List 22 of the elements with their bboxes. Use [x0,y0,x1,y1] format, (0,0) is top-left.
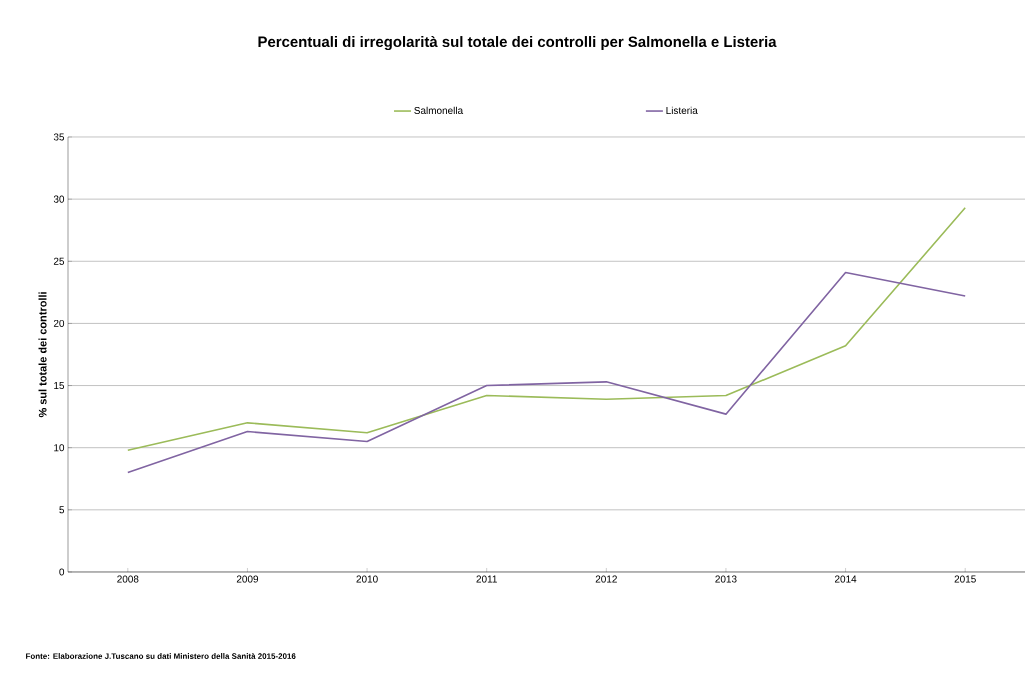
x-tick-label: 2008 [117,575,139,583]
x-tick-label: 2015 [954,575,976,583]
x-tick-label: 2011 [476,575,497,583]
y-tick-label: 0 [59,568,65,576]
y-tick-label: 15 [54,382,65,390]
x-tick-label: 2013 [715,575,737,583]
y-tick-label: 35 [53,133,65,141]
y-tick-label: 10 [54,444,65,452]
x-tick-label: 2014 [834,575,857,583]
chart-title: Percentuali di irregolarità sul totale dei controlli per Salmonella e Listeria [258,35,777,51]
y-tick-label: 30 [53,195,65,203]
y-tick-label: 5 [59,506,65,514]
x-tick-label: 2012 [595,575,617,583]
y-tick-label: 20 [53,319,65,327]
x-tick-label: 2009 [236,575,259,583]
y-axis-title: % sul totale dei controlli [38,292,47,418]
y-tick-label: 25 [53,257,65,265]
legend-label: Listeria [666,106,698,114]
x-tick-label: 2010 [356,575,378,583]
legend-label: Salmonella [414,106,464,114]
line-series [127,271,966,474]
line-series [127,207,966,451]
